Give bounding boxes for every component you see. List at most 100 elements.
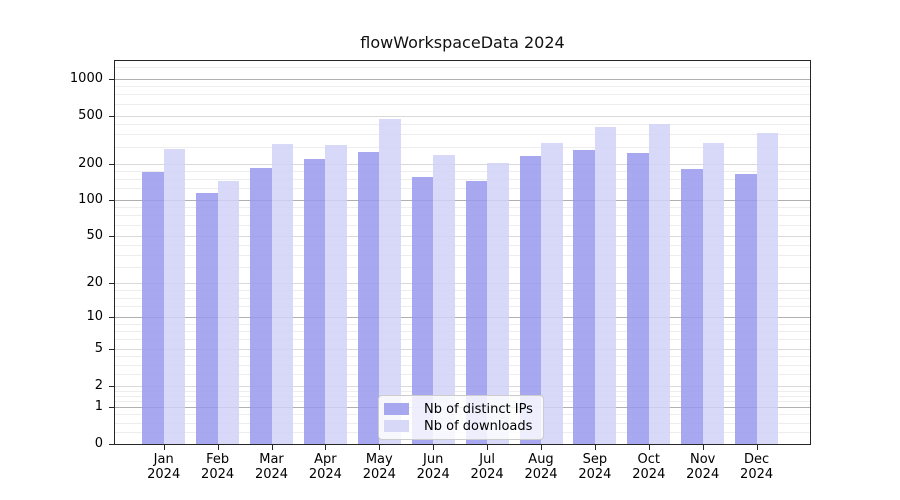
x-tick-year: 2024 [416, 467, 450, 482]
x-tick-label: Jan 2024 [134, 452, 194, 482]
x-tick-mark [163, 445, 165, 450]
gridline-minor [115, 103, 810, 105]
bar-distinct-ips [735, 173, 757, 444]
x-tick-label: May 2024 [349, 452, 409, 482]
legend: Nb of distinct IPs Nb of downloads [378, 395, 544, 440]
x-tick-year: 2024 [362, 467, 396, 482]
gridline-100 [115, 200, 810, 202]
gridline-minor [115, 94, 810, 96]
y-tick-label: 10 [86, 309, 103, 325]
bar-downloads [594, 126, 617, 444]
x-tick-year: 2024 [524, 467, 558, 482]
x-tick-mark [594, 445, 596, 450]
legend-swatch-downloads [384, 420, 409, 432]
gridline-minor [115, 339, 810, 341]
x-tick-label: Mar 2024 [242, 452, 302, 482]
x-tick-label: Jun 2024 [403, 452, 463, 482]
gridline-minor [115, 254, 810, 256]
x-tick-label: Nov 2024 [673, 452, 733, 482]
legend-label-distinct-ips: Nb of distinct IPs [424, 401, 533, 417]
legend-item-distinct-ips: Nb of distinct IPs [384, 401, 535, 417]
x-tick-mark [648, 445, 650, 450]
gridline-minor [115, 297, 810, 299]
gridline-20 [115, 283, 810, 285]
x-tick-year: 2024 [740, 467, 774, 482]
bar-downloads [433, 155, 455, 444]
gridline-minor [115, 224, 810, 226]
legend-item-downloads: Nb of downloads [384, 418, 535, 434]
x-tick-month: Sep [582, 452, 608, 467]
gridline-1000 [115, 78, 810, 80]
gridline-minor [115, 170, 810, 172]
x-tick-mark [217, 445, 219, 450]
x-tick-mark [325, 445, 327, 450]
y-tick-label: 1000 [69, 70, 103, 86]
x-tick-month: Apr [314, 452, 337, 467]
x-tick-mark [756, 445, 758, 450]
gridline-minor [115, 244, 810, 246]
y-tick-label: 100 [78, 192, 103, 208]
gridline-minor [115, 306, 810, 308]
y-tick-mark [109, 317, 115, 319]
gridline-minor [115, 289, 810, 291]
bar-distinct-ips [250, 167, 272, 444]
bar-downloads [702, 143, 725, 444]
bar-distinct-ips [196, 192, 218, 444]
x-tick-label: Feb 2024 [188, 452, 248, 482]
x-tick-label: Aug 2024 [511, 452, 571, 482]
x-tick-month: Nov [690, 452, 716, 467]
gridline-minor [115, 188, 810, 190]
x-tick-year: 2024 [632, 467, 666, 482]
y-tick-mark [109, 200, 115, 202]
y-tick-mark [109, 78, 115, 80]
gridline-minor [115, 323, 810, 325]
bar-downloads [325, 145, 347, 444]
y-tick-label: 2 [94, 377, 103, 393]
y-tick-mark [109, 349, 115, 351]
gridline-minor [115, 330, 810, 332]
legend-label-downloads: Nb of downloads [424, 418, 533, 434]
x-tick-year: 2024 [254, 467, 289, 482]
x-tick-month: Jun [423, 452, 444, 467]
x-tick-month: Mar [259, 452, 284, 467]
bar-downloads [756, 132, 779, 444]
x-tick-month: May [365, 452, 393, 467]
gridline-5 [115, 349, 810, 351]
bar-distinct-ips [411, 177, 434, 444]
x-tick-label: Apr 2024 [295, 452, 355, 482]
x-tick-year: 2024 [308, 467, 342, 482]
y-tick-mark [109, 444, 115, 445]
bar-downloads [271, 144, 293, 444]
x-tick-mark [379, 445, 381, 450]
y-tick-label: 1 [94, 399, 103, 415]
gridline-minor [115, 390, 810, 392]
y-tick-label: 50 [86, 228, 103, 244]
gridline-minor [115, 364, 810, 366]
bar-downloads [163, 149, 186, 444]
x-tick-month: Feb [206, 452, 230, 467]
x-tick-year: 2024 [578, 467, 612, 482]
x-tick-month: Dec [744, 452, 770, 467]
y-tick-label: 5 [94, 341, 103, 357]
y-tick-mark [109, 407, 115, 409]
y-tick-label: 200 [78, 155, 103, 171]
bar-downloads [379, 119, 401, 444]
x-tick-label: Dec 2024 [727, 452, 787, 482]
x-tick-year: 2024 [470, 467, 504, 482]
x-tick-label: Oct 2024 [619, 452, 679, 482]
chart-title: flowWorkspaceData 2024 [360, 33, 565, 52]
x-tick-mark [433, 445, 435, 450]
gridline-50 [115, 236, 810, 238]
x-tick-mark [541, 445, 542, 450]
gridline-2 [115, 385, 810, 387]
bar-downloads [487, 162, 509, 444]
y-tick-label: 20 [86, 275, 103, 291]
gridline-minor [115, 134, 810, 136]
plot-area [114, 60, 811, 445]
x-tick-label: Sep 2024 [565, 452, 625, 482]
x-tick-year: 2024 [147, 467, 181, 482]
gridline-200 [115, 163, 810, 165]
y-tick-mark [109, 163, 115, 165]
bar-downloads [541, 143, 563, 444]
